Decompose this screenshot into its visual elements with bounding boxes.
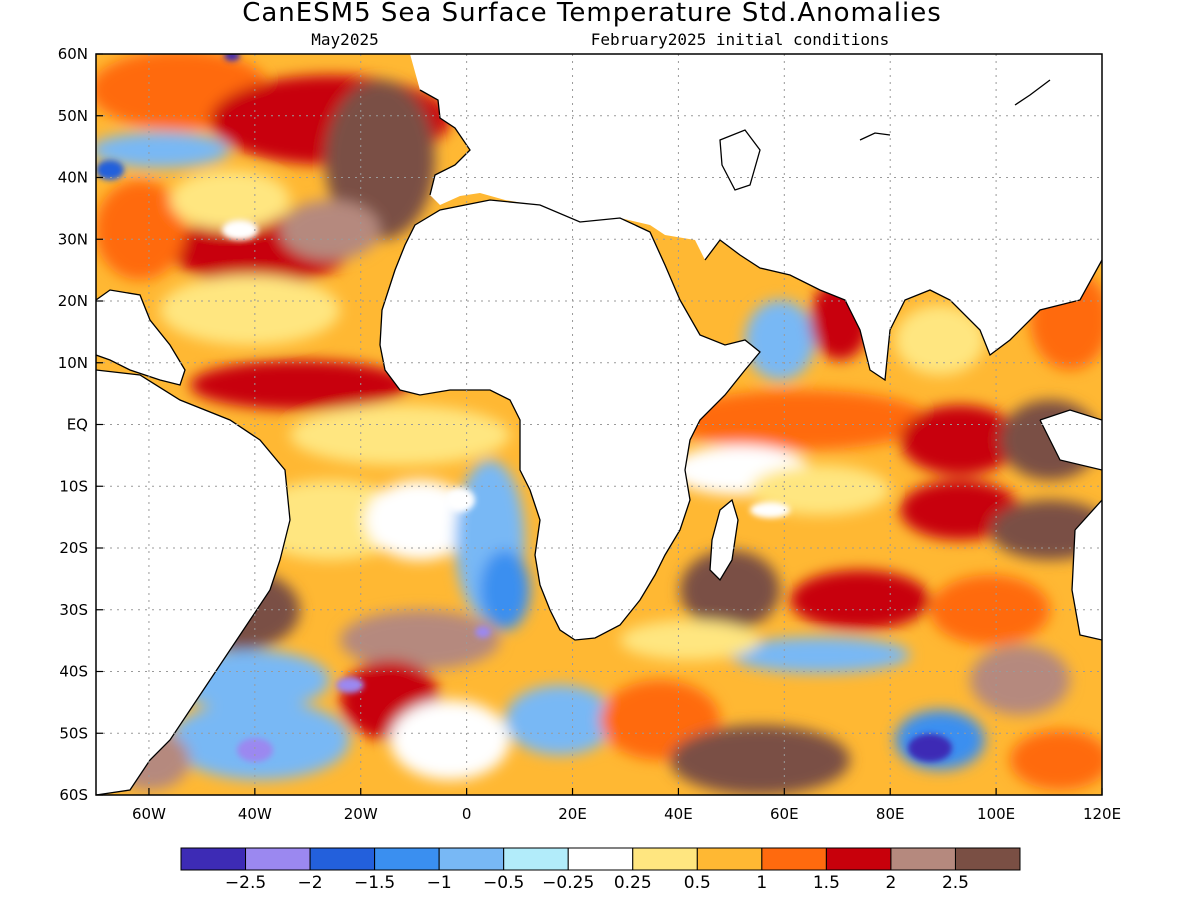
colorbar-swatch bbox=[825, 847, 892, 871]
lon-tick-label: 20W bbox=[344, 805, 378, 823]
colorbar-label: 0.25 bbox=[614, 873, 652, 893]
colorbar-swatch bbox=[503, 847, 569, 871]
colorbar-swatch bbox=[180, 847, 247, 871]
land-mask bbox=[96, 54, 1102, 795]
lon-tick-label: 40E bbox=[664, 805, 693, 823]
colorbar-swatch bbox=[632, 847, 698, 871]
colorbar-label: 1 bbox=[756, 873, 767, 893]
longitude-axis: 60W 40W 20W 0 20E 40E 60E 80E 100E 120E bbox=[132, 788, 1121, 823]
colorbar-label: −2 bbox=[298, 873, 323, 893]
colorbar-label: 2.5 bbox=[942, 873, 969, 893]
colorbar-label: −2.5 bbox=[225, 873, 266, 893]
lat-tick-label: 40N bbox=[58, 169, 88, 187]
target-month: May2025 bbox=[311, 30, 378, 49]
lat-tick-label: 20N bbox=[58, 292, 88, 310]
gridlines bbox=[96, 54, 1102, 795]
colorbar-swatch bbox=[309, 847, 376, 871]
lon-tick-label: 20E bbox=[558, 805, 587, 823]
lon-tick-label: 40W bbox=[238, 805, 272, 823]
anomaly-field bbox=[96, 54, 1102, 795]
colorbar-swatch bbox=[890, 847, 956, 871]
lon-tick-label: 120E bbox=[1083, 805, 1121, 823]
colorbar-label: 2 bbox=[886, 873, 897, 893]
lon-tick-label: 60E bbox=[770, 805, 799, 823]
colorbar-label: −1.5 bbox=[354, 873, 395, 893]
colorbar-swatch bbox=[696, 847, 763, 871]
colorbar-swatch bbox=[567, 847, 634, 871]
lat-tick-label: 10N bbox=[58, 354, 88, 372]
lat-tick-label: 60S bbox=[59, 786, 88, 804]
colorbar-swatch bbox=[761, 847, 827, 871]
lat-tick-label: 50S bbox=[59, 724, 88, 742]
coastlines bbox=[96, 79, 1102, 795]
lat-tick-label: 30S bbox=[59, 601, 88, 619]
lat-tick-label: EQ bbox=[67, 416, 88, 434]
colorbar-label: 1.5 bbox=[813, 873, 840, 893]
colorbar-swatch bbox=[954, 847, 1021, 871]
colorbar-label: −1 bbox=[427, 873, 452, 893]
colorbar-label: 0.5 bbox=[684, 873, 711, 893]
lat-tick-label: 30N bbox=[58, 230, 88, 248]
colorbar-label: −0.5 bbox=[483, 873, 524, 893]
map-title: CanESM5 Sea Surface Temperature Std.Anom… bbox=[242, 0, 942, 28]
colorbar-swatch bbox=[374, 847, 440, 871]
initial-conditions: February2025 initial conditions bbox=[591, 30, 890, 49]
latitude-axis: 60N 50N 40N 30N 20N 10N EQ 10S 20S 30S 40S 50S 60S bbox=[58, 45, 103, 804]
colorbar: −2.5 −2 −1.5 −1 −0.5 −0.25 0.25 0.5 1 1.5 2 2.5 bbox=[180, 847, 1021, 893]
colorbar-label: −0.25 bbox=[542, 873, 594, 893]
colorbar-swatch bbox=[245, 847, 311, 871]
lon-tick-label: 60W bbox=[132, 805, 166, 823]
lat-tick-label: 40S bbox=[59, 663, 88, 681]
lon-tick-label: 80E bbox=[876, 805, 905, 823]
lat-tick-label: 60N bbox=[58, 45, 88, 63]
lat-tick-label: 10S bbox=[59, 477, 88, 495]
colorbar-swatch bbox=[438, 847, 505, 871]
lat-tick-label: 20S bbox=[59, 539, 88, 557]
lat-tick-label: 50N bbox=[58, 107, 88, 125]
lon-tick-label: 100E bbox=[977, 805, 1015, 823]
lon-tick-label: 0 bbox=[462, 805, 472, 823]
